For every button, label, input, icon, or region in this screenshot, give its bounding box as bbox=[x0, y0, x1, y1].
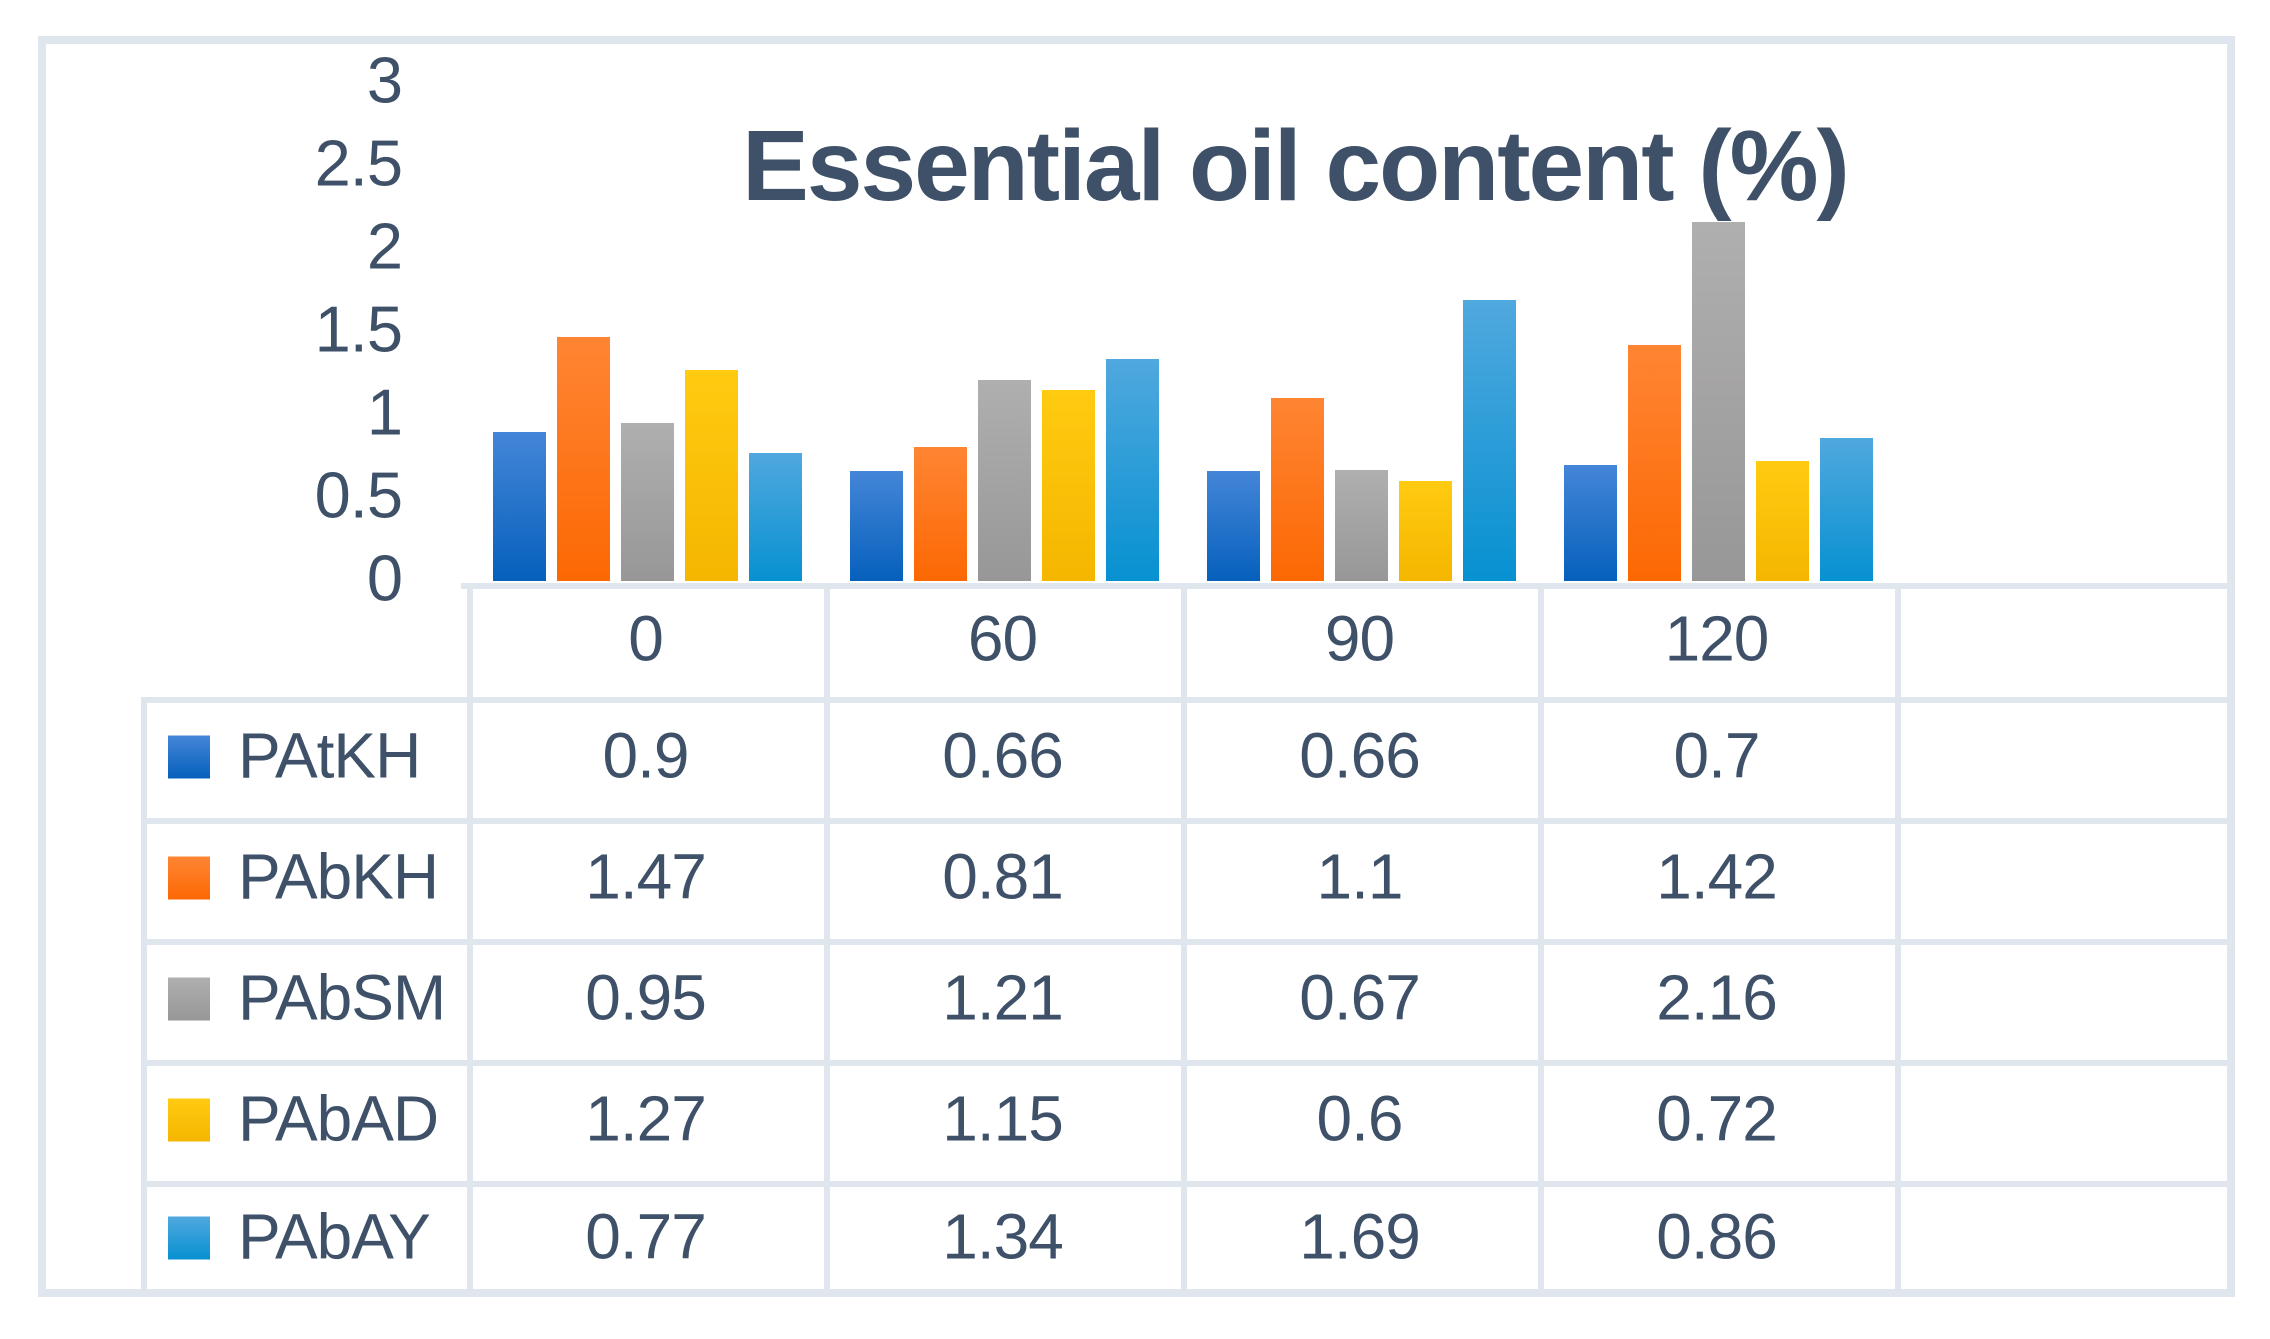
grid-line-vertical bbox=[141, 697, 147, 1289]
value-cell-PAbAY-0: 0.77 bbox=[585, 1200, 707, 1273]
value-cell-PAbAD-120: 0.72 bbox=[1656, 1082, 1778, 1155]
value-cell-PAbAY-60: 1.34 bbox=[942, 1200, 1064, 1273]
category-header-cell-0: 0 bbox=[628, 602, 664, 675]
series-label-PAbAD: PAbAD bbox=[238, 1082, 439, 1155]
y-axis-tick-label: 2.5 bbox=[314, 126, 403, 200]
value-cell-PAbSM-60: 1.21 bbox=[942, 961, 1064, 1034]
category-header-cell-90: 90 bbox=[1324, 602, 1395, 675]
bar-PAtKH-0 bbox=[493, 431, 546, 581]
value-cell-PAbSM-90: 0.67 bbox=[1299, 961, 1421, 1034]
bar-PAbSM-90 bbox=[1335, 469, 1388, 581]
legend-swatch-PAbKH bbox=[168, 856, 210, 900]
value-cell-PAtKH-90: 0.66 bbox=[1299, 719, 1421, 792]
legend-swatch-PAbAY bbox=[168, 1216, 210, 1260]
value-cell-PAtKH-120: 0.7 bbox=[1673, 719, 1761, 792]
value-cell-PAbKH-90: 1.1 bbox=[1316, 840, 1404, 913]
y-axis-tick-label: 1 bbox=[366, 375, 403, 449]
bar-PAtKH-60 bbox=[850, 471, 903, 581]
bar-PAtKH-90 bbox=[1207, 471, 1260, 581]
y-axis-tick-label: 1.5 bbox=[314, 292, 403, 366]
bar-PAbAD-60 bbox=[1042, 390, 1095, 581]
series-label-PAbAY: PAbAY bbox=[238, 1200, 431, 1273]
y-axis-tick-label: 0.5 bbox=[314, 458, 403, 532]
y-axis-tick-label: 0 bbox=[366, 541, 403, 615]
value-cell-PAbAD-0: 1.27 bbox=[585, 1082, 707, 1155]
bar-PAbSM-120 bbox=[1692, 222, 1745, 581]
series-label-PAbSM: PAbSM bbox=[238, 961, 446, 1034]
bar-PAtKH-120 bbox=[1564, 464, 1617, 581]
category-axis-line bbox=[461, 583, 2227, 589]
value-cell-PAbSM-120: 2.16 bbox=[1656, 961, 1778, 1034]
category-header-cell-60: 60 bbox=[967, 602, 1038, 675]
bar-PAbKH-90 bbox=[1271, 398, 1324, 581]
grid-line-vertical bbox=[1181, 583, 1187, 1289]
series-label-PAtKH: PAtKH bbox=[238, 719, 421, 792]
bar-PAbAY-90 bbox=[1463, 300, 1516, 581]
legend-swatch-PAtKH bbox=[168, 735, 210, 779]
bar-PAbSM-0 bbox=[621, 423, 674, 581]
bar-PAbAD-0 bbox=[685, 370, 738, 581]
bar-PAbSM-60 bbox=[978, 380, 1031, 581]
bar-PAbKH-120 bbox=[1628, 345, 1681, 581]
value-cell-PAtKH-0: 0.9 bbox=[602, 719, 690, 792]
value-cell-PAbKH-120: 1.42 bbox=[1656, 840, 1778, 913]
chart-title: Essential oil content (%) bbox=[742, 110, 1850, 222]
bar-PAbAD-120 bbox=[1756, 461, 1809, 581]
bar-PAbAD-90 bbox=[1399, 481, 1452, 581]
category-header-cell-120: 120 bbox=[1664, 602, 1770, 675]
value-cell-PAbKH-0: 1.47 bbox=[585, 840, 707, 913]
bar-PAbKH-0 bbox=[557, 336, 610, 581]
y-axis-tick-label: 3 bbox=[366, 43, 403, 117]
y-axis-tick-label: 2 bbox=[366, 209, 403, 283]
series-label-PAbKH: PAbKH bbox=[238, 840, 439, 913]
grid-line-vertical bbox=[824, 583, 830, 1289]
grid-line-vertical bbox=[467, 583, 473, 1289]
bar-PAbAY-120 bbox=[1820, 438, 1873, 581]
value-cell-PAbAD-90: 0.6 bbox=[1316, 1082, 1404, 1155]
value-cell-PAbAD-60: 1.15 bbox=[942, 1082, 1064, 1155]
bar-PAbAY-60 bbox=[1106, 358, 1159, 581]
value-cell-PAbSM-0: 0.95 bbox=[585, 961, 707, 1034]
value-cell-PAtKH-60: 0.66 bbox=[942, 719, 1064, 792]
legend-swatch-PAbAD bbox=[168, 1098, 210, 1142]
value-cell-PAbAY-120: 0.86 bbox=[1656, 1200, 1778, 1273]
bar-PAbKH-60 bbox=[914, 446, 967, 581]
grid-line-vertical bbox=[1895, 583, 1901, 1289]
legend-swatch-PAbSM bbox=[168, 977, 210, 1021]
figure-border bbox=[38, 36, 2235, 1297]
grid-line-vertical bbox=[1538, 583, 1544, 1289]
bar-PAbAY-0 bbox=[749, 453, 802, 581]
value-cell-PAbAY-90: 1.69 bbox=[1299, 1200, 1421, 1273]
value-cell-PAbKH-60: 0.81 bbox=[942, 840, 1064, 913]
